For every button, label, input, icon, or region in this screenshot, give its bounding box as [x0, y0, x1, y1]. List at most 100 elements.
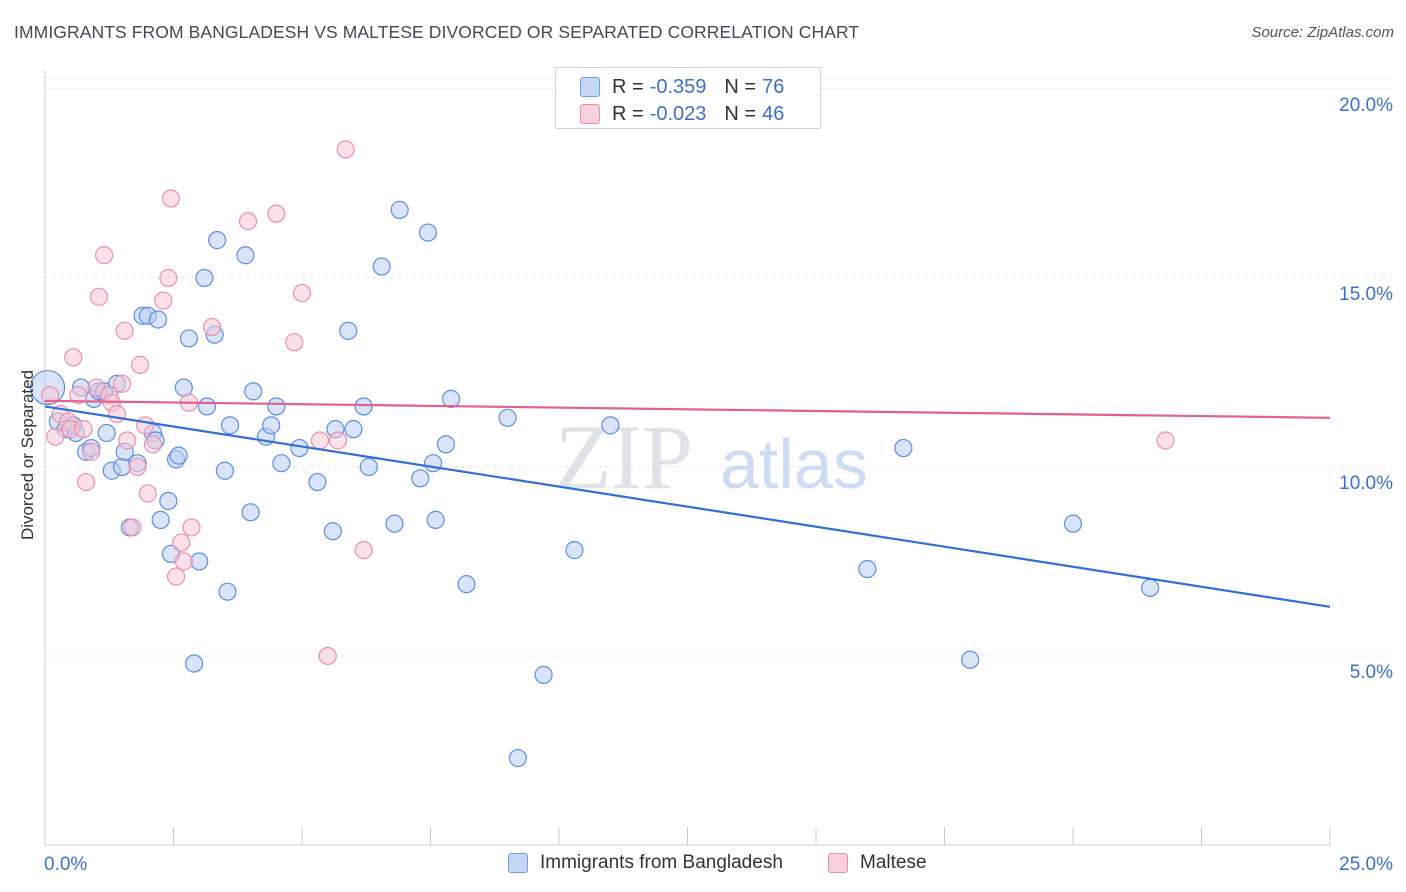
data-point: [411, 469, 430, 488]
data-point: [89, 287, 109, 306]
data-point: [328, 431, 348, 450]
data-point: [215, 461, 234, 480]
data-point: [136, 416, 155, 435]
n-value: 46: [762, 102, 785, 125]
data-point: [1063, 514, 1083, 533]
x-tick-labels: 0.0% 25.0%: [44, 854, 1393, 875]
y-tick-label: 10.0%: [1339, 473, 1393, 494]
trend-line-maltese: [44, 399, 1331, 419]
axes: [44, 70, 1331, 846]
legend-label-bangladesh: Immigrants from Bangladesh: [540, 852, 783, 873]
source-label: Source: ZipAtlas.com: [1251, 24, 1394, 41]
legend-swatch-bangladesh: [508, 853, 528, 873]
data-point: [961, 650, 980, 669]
r-label: R =: [612, 102, 644, 125]
y-axis-label: Divorced or Separated: [18, 370, 37, 540]
data-point: [418, 223, 438, 242]
data-point: [208, 231, 227, 250]
r-value: -0.023: [649, 102, 707, 125]
data-point: [107, 404, 127, 424]
data-point: [423, 454, 443, 473]
series-maltese-points: [41, 140, 1175, 666]
trend-line-bangladesh: [44, 405, 1331, 608]
data-point: [159, 268, 178, 288]
data-point: [508, 748, 527, 768]
data-point: [390, 200, 409, 219]
data-point: [267, 397, 286, 416]
data-point: [354, 541, 373, 560]
data-point: [534, 665, 553, 684]
trend-lines: [44, 399, 1331, 608]
data-point: [82, 442, 101, 461]
data-point: [123, 518, 142, 537]
data-point: [115, 321, 134, 340]
data-point: [202, 317, 222, 337]
data-point: [112, 374, 132, 393]
x-tick-label: 0.0%: [44, 854, 87, 875]
data-point: [197, 397, 217, 416]
data-point: [385, 514, 404, 533]
legend-item-maltese: Maltese: [828, 852, 927, 874]
data-point: [69, 386, 88, 405]
data-point: [344, 420, 363, 439]
data-point: [169, 446, 188, 465]
data-point: [372, 257, 391, 276]
data-point: [244, 382, 263, 401]
data-point: [95, 246, 114, 265]
data-point: [318, 646, 337, 666]
y-tick-label: 20.0%: [1339, 95, 1393, 116]
data-point: [148, 310, 168, 329]
data-point: [161, 189, 181, 208]
data-point: [174, 552, 193, 571]
x-tick-label: 25.0%: [1339, 854, 1393, 875]
data-point: [46, 427, 65, 446]
data-point: [159, 491, 178, 511]
data-point: [166, 567, 186, 586]
legend-label-maltese: Maltese: [860, 852, 927, 873]
watermark-atlas: atlas: [720, 425, 868, 503]
data-point: [323, 522, 342, 541]
data-point: [97, 423, 116, 443]
swatch-bangladesh: [580, 77, 600, 97]
data-point: [267, 204, 286, 223]
data-point: [130, 355, 150, 374]
data-point: [195, 268, 214, 288]
legend-swatch-maltese: [828, 853, 848, 873]
data-point: [190, 552, 209, 571]
data-point: [172, 533, 191, 552]
data-point: [41, 386, 60, 405]
y-tick-label: 5.0%: [1350, 662, 1393, 683]
data-point: [894, 438, 913, 458]
data-point: [336, 140, 355, 159]
data-point: [77, 472, 96, 492]
data-point: [308, 472, 327, 492]
data-point: [858, 559, 877, 579]
legend-item-bangladesh: Immigrants from Bangladesh: [508, 852, 783, 874]
data-point: [339, 321, 358, 340]
data-point: [285, 333, 304, 352]
data-point: [441, 389, 461, 409]
data-point: [238, 212, 258, 231]
series-legend: Immigrants from Bangladesh Maltese: [0, 852, 1406, 878]
zipatlas-watermark: ZIP atlas: [555, 406, 868, 508]
data-point: [184, 654, 204, 673]
data-point: [74, 420, 93, 439]
n-value: 76: [762, 75, 785, 98]
chart-title: IMMIGRANTS FROM BANGLADESH VS MALTESE DI…: [14, 22, 860, 42]
data-point: [565, 541, 584, 560]
data-point: [426, 510, 445, 529]
swatch-maltese: [580, 104, 600, 124]
data-point: [138, 484, 157, 503]
r-label: R =: [612, 75, 644, 98]
y-tick-label: 15.0%: [1339, 284, 1393, 305]
n-label: N =: [724, 75, 757, 98]
data-point: [1140, 578, 1160, 598]
grid-lines: [45, 77, 1392, 657]
data-point: [112, 457, 132, 477]
data-point: [241, 503, 260, 522]
data-point: [354, 397, 373, 416]
data-point: [154, 291, 173, 310]
data-point: [310, 431, 330, 450]
data-point: [118, 431, 137, 450]
